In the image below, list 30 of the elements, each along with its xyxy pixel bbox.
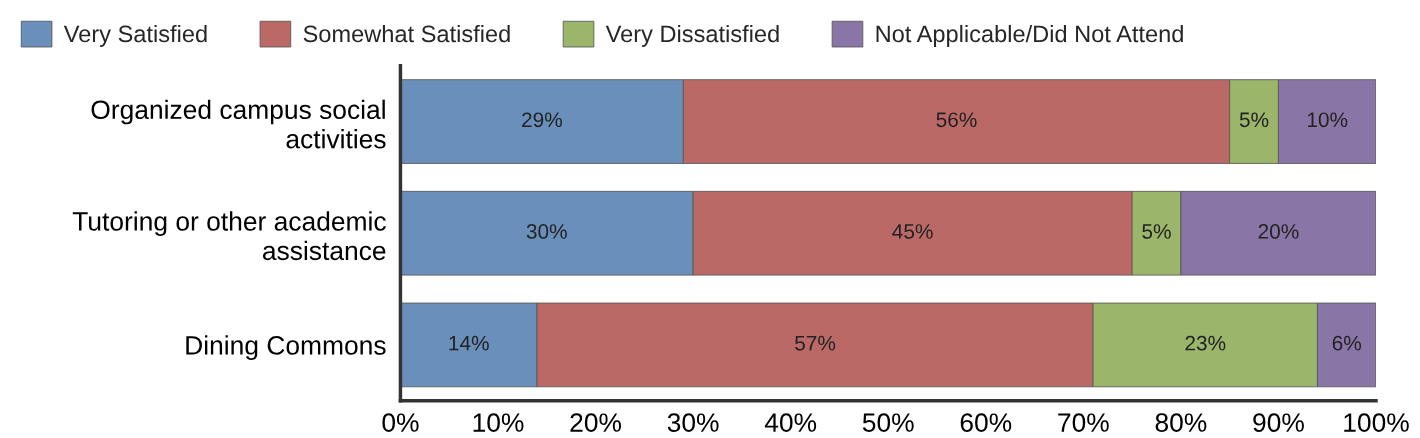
data-label: 30%: [526, 224, 567, 239]
legend-label: Very Dissatisfied: [605, 24, 779, 47]
x-tick-label: 50%: [862, 413, 914, 432]
data-label: 6%: [1332, 335, 1362, 351]
x-tick-label: 40%: [764, 413, 817, 432]
x-tick-label: 20%: [570, 413, 622, 432]
x-tick-label: 0%: [382, 413, 419, 432]
x-tick-label: 100%: [1344, 413, 1409, 432]
data-label: 29%: [522, 112, 562, 128]
y-tick-label: Dining Commons: [186, 335, 386, 360]
legend-label: Very Satisfied: [63, 24, 207, 47]
x-tick-label: 60%: [960, 413, 1012, 432]
data-label: 56%: [936, 112, 977, 128]
y-tick-label: Organized campus social activities: [91, 99, 386, 149]
legend-label: Somewhat Satisfied: [303, 24, 510, 43]
data-label: 5%: [1142, 224, 1171, 239]
data-label: 23%: [1185, 335, 1226, 351]
y-tick-label: Tutoring or other academic assistance: [72, 211, 386, 261]
x-tick-label: 80%: [1155, 413, 1207, 432]
x-tick-label: 30%: [667, 413, 719, 432]
data-label: 20%: [1258, 224, 1299, 239]
data-label: 57%: [795, 335, 836, 351]
data-label: 14%: [449, 335, 489, 351]
x-tick-label: 70%: [1058, 413, 1109, 432]
x-tick-label: 10%: [473, 413, 524, 432]
x-tick-label: 90%: [1253, 413, 1304, 432]
legend-label: Not Applicable/Did Not Attend: [876, 24, 1183, 47]
data-label: 10%: [1307, 112, 1348, 128]
data-label: 5%: [1239, 112, 1269, 128]
data-label: 45%: [892, 224, 933, 239]
